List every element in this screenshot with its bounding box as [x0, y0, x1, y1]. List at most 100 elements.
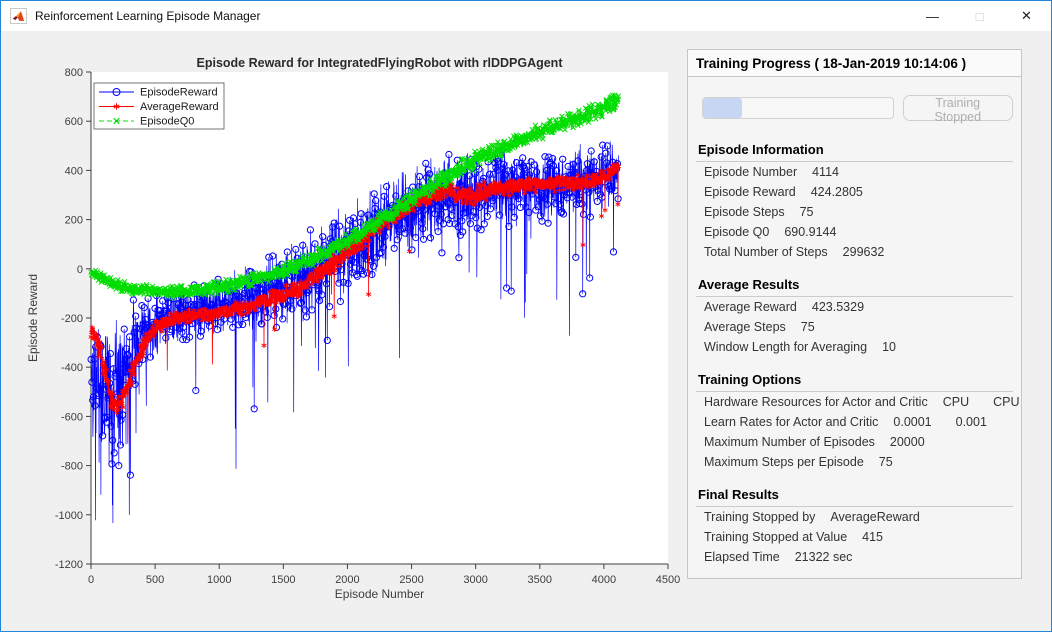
row-label: Average Reward: [704, 300, 797, 314]
row-label: Window Length for Averaging: [704, 340, 868, 354]
info-row-hardware-resources-for-actor-and-critic: Hardware Resources for Actor and Critic C…: [696, 392, 1020, 412]
close-button[interactable]: ✕: [1003, 1, 1050, 31]
row-value: 4114: [812, 165, 839, 179]
section-final-results: Final Results Training Stopped by AverageR…: [696, 485, 1013, 567]
section-title: Training Options: [696, 370, 1013, 392]
row-label: Episode Steps: [704, 205, 785, 219]
row-value: 21322 sec: [794, 550, 853, 564]
info-row-learn-rates-for-actor-and-critic: Learn Rates for Actor and Critic 0.0001 0.…: [696, 412, 1013, 432]
legend-label: EpisodeQ0: [140, 116, 194, 128]
svg-text:600: 600: [65, 116, 83, 128]
row-value: 415: [862, 530, 884, 544]
row-value: 10: [882, 340, 896, 354]
svg-text:2500: 2500: [399, 574, 423, 586]
row-label: Maximum Steps per Episode: [704, 455, 864, 469]
info-row-episode-q0: Episode Q0 690.9144: [696, 222, 1013, 242]
matlab-icon: [10, 8, 27, 24]
series-episode-q0: [88, 92, 622, 301]
svg-text:4500: 4500: [656, 574, 680, 586]
progress-fill: [703, 98, 743, 118]
row-label: Total Number of Steps: [704, 245, 828, 259]
axis-ticks: [86, 71, 669, 569]
row-value: 0.001: [955, 415, 987, 429]
minimize-button[interactable]: —: [909, 1, 956, 31]
training-progress-panel: Training Progress ( 18-Jan-2019 10:14:06…: [687, 49, 1022, 579]
svg-text:-600: -600: [61, 411, 83, 423]
section-title: Average Results: [696, 275, 1013, 297]
row-value: 423.5329: [811, 300, 865, 314]
svg-text:400: 400: [65, 165, 83, 177]
training-stopped-button[interactable]: Training Stopped: [902, 95, 1013, 124]
row-label: Episode Number: [704, 165, 798, 179]
info-row-episode-number: Episode Number 4114: [696, 162, 1013, 182]
row-value: 0.0001: [893, 415, 932, 429]
svg-text:-800: -800: [61, 461, 83, 473]
svg-text:1500: 1500: [271, 574, 295, 586]
chart-xlabel: Episode Number: [335, 587, 424, 601]
legend-label: EpisodeReward: [140, 87, 218, 99]
panel-title: Training Progress ( 18-Jan-2019 10:14:06…: [696, 55, 967, 71]
svg-text:0: 0: [88, 574, 94, 586]
svg-text:800: 800: [65, 67, 83, 79]
row-label: Training Stopped at Value: [704, 530, 848, 544]
row-value: 424.2805: [810, 185, 863, 199]
row-value: CPU: [993, 395, 1020, 409]
info-row-window-length-for-averaging: Window Length for Averaging 10: [696, 337, 1013, 357]
section-title: Episode Information: [696, 140, 1013, 162]
panel-sections: Episode Information Episode Number 4114 Epi…: [688, 140, 1021, 567]
svg-text:3000: 3000: [463, 574, 487, 586]
svg-text:3500: 3500: [528, 574, 552, 586]
progress-bar: [702, 97, 894, 119]
section-title: Final Results: [696, 485, 1013, 507]
row-label: Elapsed Time: [704, 550, 780, 564]
row-value: 20000: [889, 435, 925, 449]
episode-chart-svg: 0 500 1000 1500 2000 2500 3000 3500 4000 4500-120…: [26, 56, 680, 601]
svg-text:-1200: -1200: [55, 559, 83, 571]
maximize-button[interactable]: □: [956, 1, 1003, 31]
svg-text:0: 0: [77, 264, 83, 276]
info-row-maximum-number-of-episodes: Maximum Number of Episodes 20000: [696, 432, 1013, 452]
row-value: AverageReward: [830, 510, 920, 524]
chart-title: Episode Reward for IntegratedFlyingRobot…: [197, 56, 564, 70]
row-value: 75: [800, 320, 815, 334]
figure-area: 0 500 1000 1500 2000 2500 3000 3500 4000 4500 -120…: [1, 31, 687, 631]
info-row-episode-steps: Episode Steps 75: [696, 202, 1013, 222]
svg-text:-400: -400: [61, 362, 83, 374]
info-row-average-reward: Average Reward 423.5329: [696, 297, 1013, 317]
row-label: Average Steps: [704, 320, 786, 334]
row-value: CPU: [942, 395, 970, 409]
svg-text:-1000: -1000: [55, 510, 83, 522]
row-label: Learn Rates for Actor and Critic: [704, 415, 879, 429]
info-row-maximum-steps-per-episode: Maximum Steps per Episode 75: [696, 452, 1013, 472]
info-row-episode-reward: Episode Reward 424.2805: [696, 182, 1013, 202]
progress-row: Training Stopped: [688, 77, 1021, 127]
svg-text:1000: 1000: [207, 574, 231, 586]
info-row-total-number-of-steps: Total Number of Steps 299632: [696, 242, 1013, 262]
info-row-training-stopped-at-value: Training Stopped at Value 415: [696, 527, 1013, 547]
axis-tick-labels: 0 500 1000 1500 2000 2500 3000 3500 4000 4500-120…: [55, 67, 680, 586]
svg-text:500: 500: [146, 574, 164, 586]
row-label: Hardware Resources for Actor and Critic: [704, 395, 928, 409]
title-bar: Reinforcement Learning Episode Manager —…: [1, 1, 1051, 31]
info-row-average-steps: Average Steps 75: [696, 317, 1013, 337]
chart-legend: EpisodeReward AverageReward EpisodeQ0: [93, 82, 225, 130]
legend-label: AverageReward: [140, 101, 219, 113]
row-label: Episode Q0: [704, 225, 770, 239]
section-average-results: Average Results Average Reward 423.5329 Ave…: [696, 275, 1013, 357]
svg-text:200: 200: [65, 215, 83, 227]
row-value: 75: [799, 205, 814, 219]
row-value: 75: [878, 455, 893, 469]
section-episode-information: Episode Information Episode Number 4114 Epi…: [696, 140, 1013, 262]
row-label: Episode Reward: [704, 185, 796, 199]
row-label: Training Stopped by: [704, 510, 816, 524]
window-controls: — □ ✕: [909, 1, 1050, 31]
svg-text:2000: 2000: [335, 574, 359, 586]
panel-header: Training Progress ( 18-Jan-2019 10:14:06…: [688, 50, 1021, 77]
row-value: 299632: [842, 245, 885, 259]
chart-ylabel: Episode Reward: [26, 274, 40, 362]
row-value: 690.9144: [784, 225, 837, 239]
svg-text:4000: 4000: [592, 574, 616, 586]
window-title: Reinforcement Learning Episode Manager: [35, 9, 261, 23]
info-row-training-stopped-by: Training Stopped by AverageReward: [696, 507, 1013, 527]
